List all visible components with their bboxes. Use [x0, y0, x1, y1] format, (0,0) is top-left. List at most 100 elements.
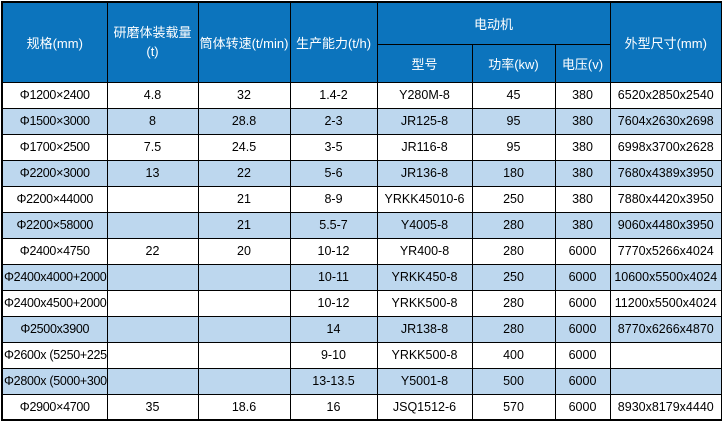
- cell-model: Y280M-8: [376, 81, 473, 109]
- cell-power: 250: [471, 185, 556, 213]
- cell-capacity: 2-3: [289, 107, 378, 135]
- cell-spec: Φ2200×3000: [1, 159, 108, 187]
- cell-load: [106, 289, 199, 317]
- cell-voltage: 380: [554, 133, 611, 161]
- table-header: 规格(mm) 研磨体装载量 (t) 筒体转速(t/min) 生产能力(t/h) …: [1, 1, 722, 83]
- cell-power: 500: [471, 367, 556, 395]
- cell-power: 95: [471, 107, 556, 135]
- cell-load: [106, 341, 199, 369]
- cell-dimensions: 8770x6266x4870: [609, 315, 722, 343]
- cell-power: 180: [471, 159, 556, 187]
- cell-voltage: 6000: [554, 393, 611, 421]
- cell-capacity: 5-6: [289, 159, 378, 187]
- col-header-capacity: 生产能力(t/h): [289, 1, 378, 83]
- cell-power: 250: [471, 263, 556, 291]
- cell-dimensions: 9060x4480x3950: [609, 211, 722, 239]
- table-body: Φ1200×2400 4.8 32 1.4-2 Y280M-8 45 380 6520x285…: [1, 81, 722, 421]
- col-header-motor-model: 型号: [376, 43, 473, 83]
- cell-spec: Φ2200×58000: [1, 211, 108, 239]
- cell-load: [106, 263, 199, 291]
- table-row: Φ2400x4000+2000 10-11 YRKK450-8 250 6000 1060…: [1, 263, 722, 291]
- cell-dimensions: 11200x5500x4024: [609, 289, 722, 317]
- cell-load: [106, 367, 199, 395]
- cell-load: [106, 315, 199, 343]
- cell-speed: [197, 341, 291, 369]
- cell-capacity: 3-5: [289, 133, 378, 161]
- cell-voltage: 380: [554, 159, 611, 187]
- cell-power: 280: [471, 237, 556, 265]
- cell-speed: 32: [197, 81, 291, 109]
- cell-capacity: 1.4-2: [289, 81, 378, 109]
- cell-load: 7.5: [106, 133, 199, 161]
- cell-capacity: 16: [289, 393, 378, 421]
- cell-model: YRKK45010-6: [376, 185, 473, 213]
- cell-model: JR138-8: [376, 315, 473, 343]
- cell-power: 280: [471, 211, 556, 239]
- cell-model: JSQ1512-6: [376, 393, 473, 421]
- cell-model: YR400-8: [376, 237, 473, 265]
- cell-dimensions: 7604x2630x2698: [609, 107, 722, 135]
- cell-speed: [197, 315, 291, 343]
- table-row: Φ2200×58000 21 5.5-7 Y4005-8 280 380 9060x4480…: [1, 211, 722, 239]
- cell-speed: [197, 289, 291, 317]
- cell-load: 35: [106, 393, 199, 421]
- cell-power: 400: [471, 341, 556, 369]
- cell-dimensions: 10600x5500x4024: [609, 263, 722, 291]
- cell-spec: Φ1700×2500: [1, 133, 108, 161]
- cell-speed: 22: [197, 159, 291, 187]
- cell-dimensions: [609, 341, 722, 369]
- cell-capacity: 8-9: [289, 185, 378, 213]
- cell-capacity: 13-13.5: [289, 367, 378, 395]
- cell-voltage: 6000: [554, 289, 611, 317]
- cell-dimensions: 7680x4389x3950: [609, 159, 722, 187]
- cell-voltage: 380: [554, 81, 611, 109]
- cell-model: YRKK500-8: [376, 289, 473, 317]
- cell-spec: Φ1500×3000: [1, 107, 108, 135]
- table-row: Φ2400x4500+2000 10-12 YRKK500-8 280 6000 1120…: [1, 289, 722, 317]
- cell-capacity: 10-12: [289, 289, 378, 317]
- cell-speed: 24.5: [197, 133, 291, 161]
- cell-power: 280: [471, 315, 556, 343]
- cell-voltage: 6000: [554, 315, 611, 343]
- cell-voltage: 6000: [554, 367, 611, 395]
- cell-voltage: 6000: [554, 237, 611, 265]
- cell-capacity: 5.5-7: [289, 211, 378, 239]
- cell-spec: Φ2800x (5000+3000): [1, 367, 108, 395]
- col-header-motor-voltage: 电压(v): [554, 43, 611, 83]
- cell-speed: 21: [197, 211, 291, 239]
- cell-load: 8: [106, 107, 199, 135]
- cell-capacity: 14: [289, 315, 378, 343]
- cell-speed: [197, 367, 291, 395]
- cell-speed: 21: [197, 185, 291, 213]
- cell-model: YRKK450-8: [376, 263, 473, 291]
- table-row: Φ2200×3000 13 22 5-6 JR136-8 180 380 7680x4389x…: [1, 159, 722, 187]
- cell-dimensions: [609, 367, 722, 395]
- col-header-grinding-load: 研磨体装载量 (t): [106, 1, 199, 83]
- cell-capacity: 10-11: [289, 263, 378, 291]
- cell-spec: Φ2200×44000: [1, 185, 108, 213]
- cell-dimensions: 6998x3700x2628: [609, 133, 722, 161]
- table-row: Φ1500×3000 8 28.8 2-3 JR125-8 95 380 7604x2630x…: [1, 107, 722, 135]
- cell-power: 95: [471, 133, 556, 161]
- cell-power: 280: [471, 289, 556, 317]
- cell-model: YRKK500-8: [376, 341, 473, 369]
- cell-capacity: 9-10: [289, 341, 378, 369]
- table-row: Φ2500x3900 14 JR138-8 280 6000 8770x6266x4870: [1, 315, 722, 343]
- cell-load: 13: [106, 159, 199, 187]
- cell-power: 45: [471, 81, 556, 109]
- table-row: Φ2200×44000 21 8-9 YRKK45010-6 250 380 7880x44…: [1, 185, 722, 213]
- cell-load: 4.8: [106, 81, 199, 109]
- cell-voltage: 6000: [554, 341, 611, 369]
- cell-load: [106, 185, 199, 213]
- table-row: Φ2400×4750 22 20 10-12 YR400-8 280 6000 7770x52…: [1, 237, 722, 265]
- cell-dimensions: 7880x4420x3950: [609, 185, 722, 213]
- cell-voltage: 380: [554, 185, 611, 213]
- cell-load: 22: [106, 237, 199, 265]
- cell-spec: Φ2500x3900: [1, 315, 108, 343]
- cell-speed: [197, 263, 291, 291]
- cell-spec: Φ2400×4750: [1, 237, 108, 265]
- cell-speed: 20: [197, 237, 291, 265]
- cell-speed: 28.8: [197, 107, 291, 135]
